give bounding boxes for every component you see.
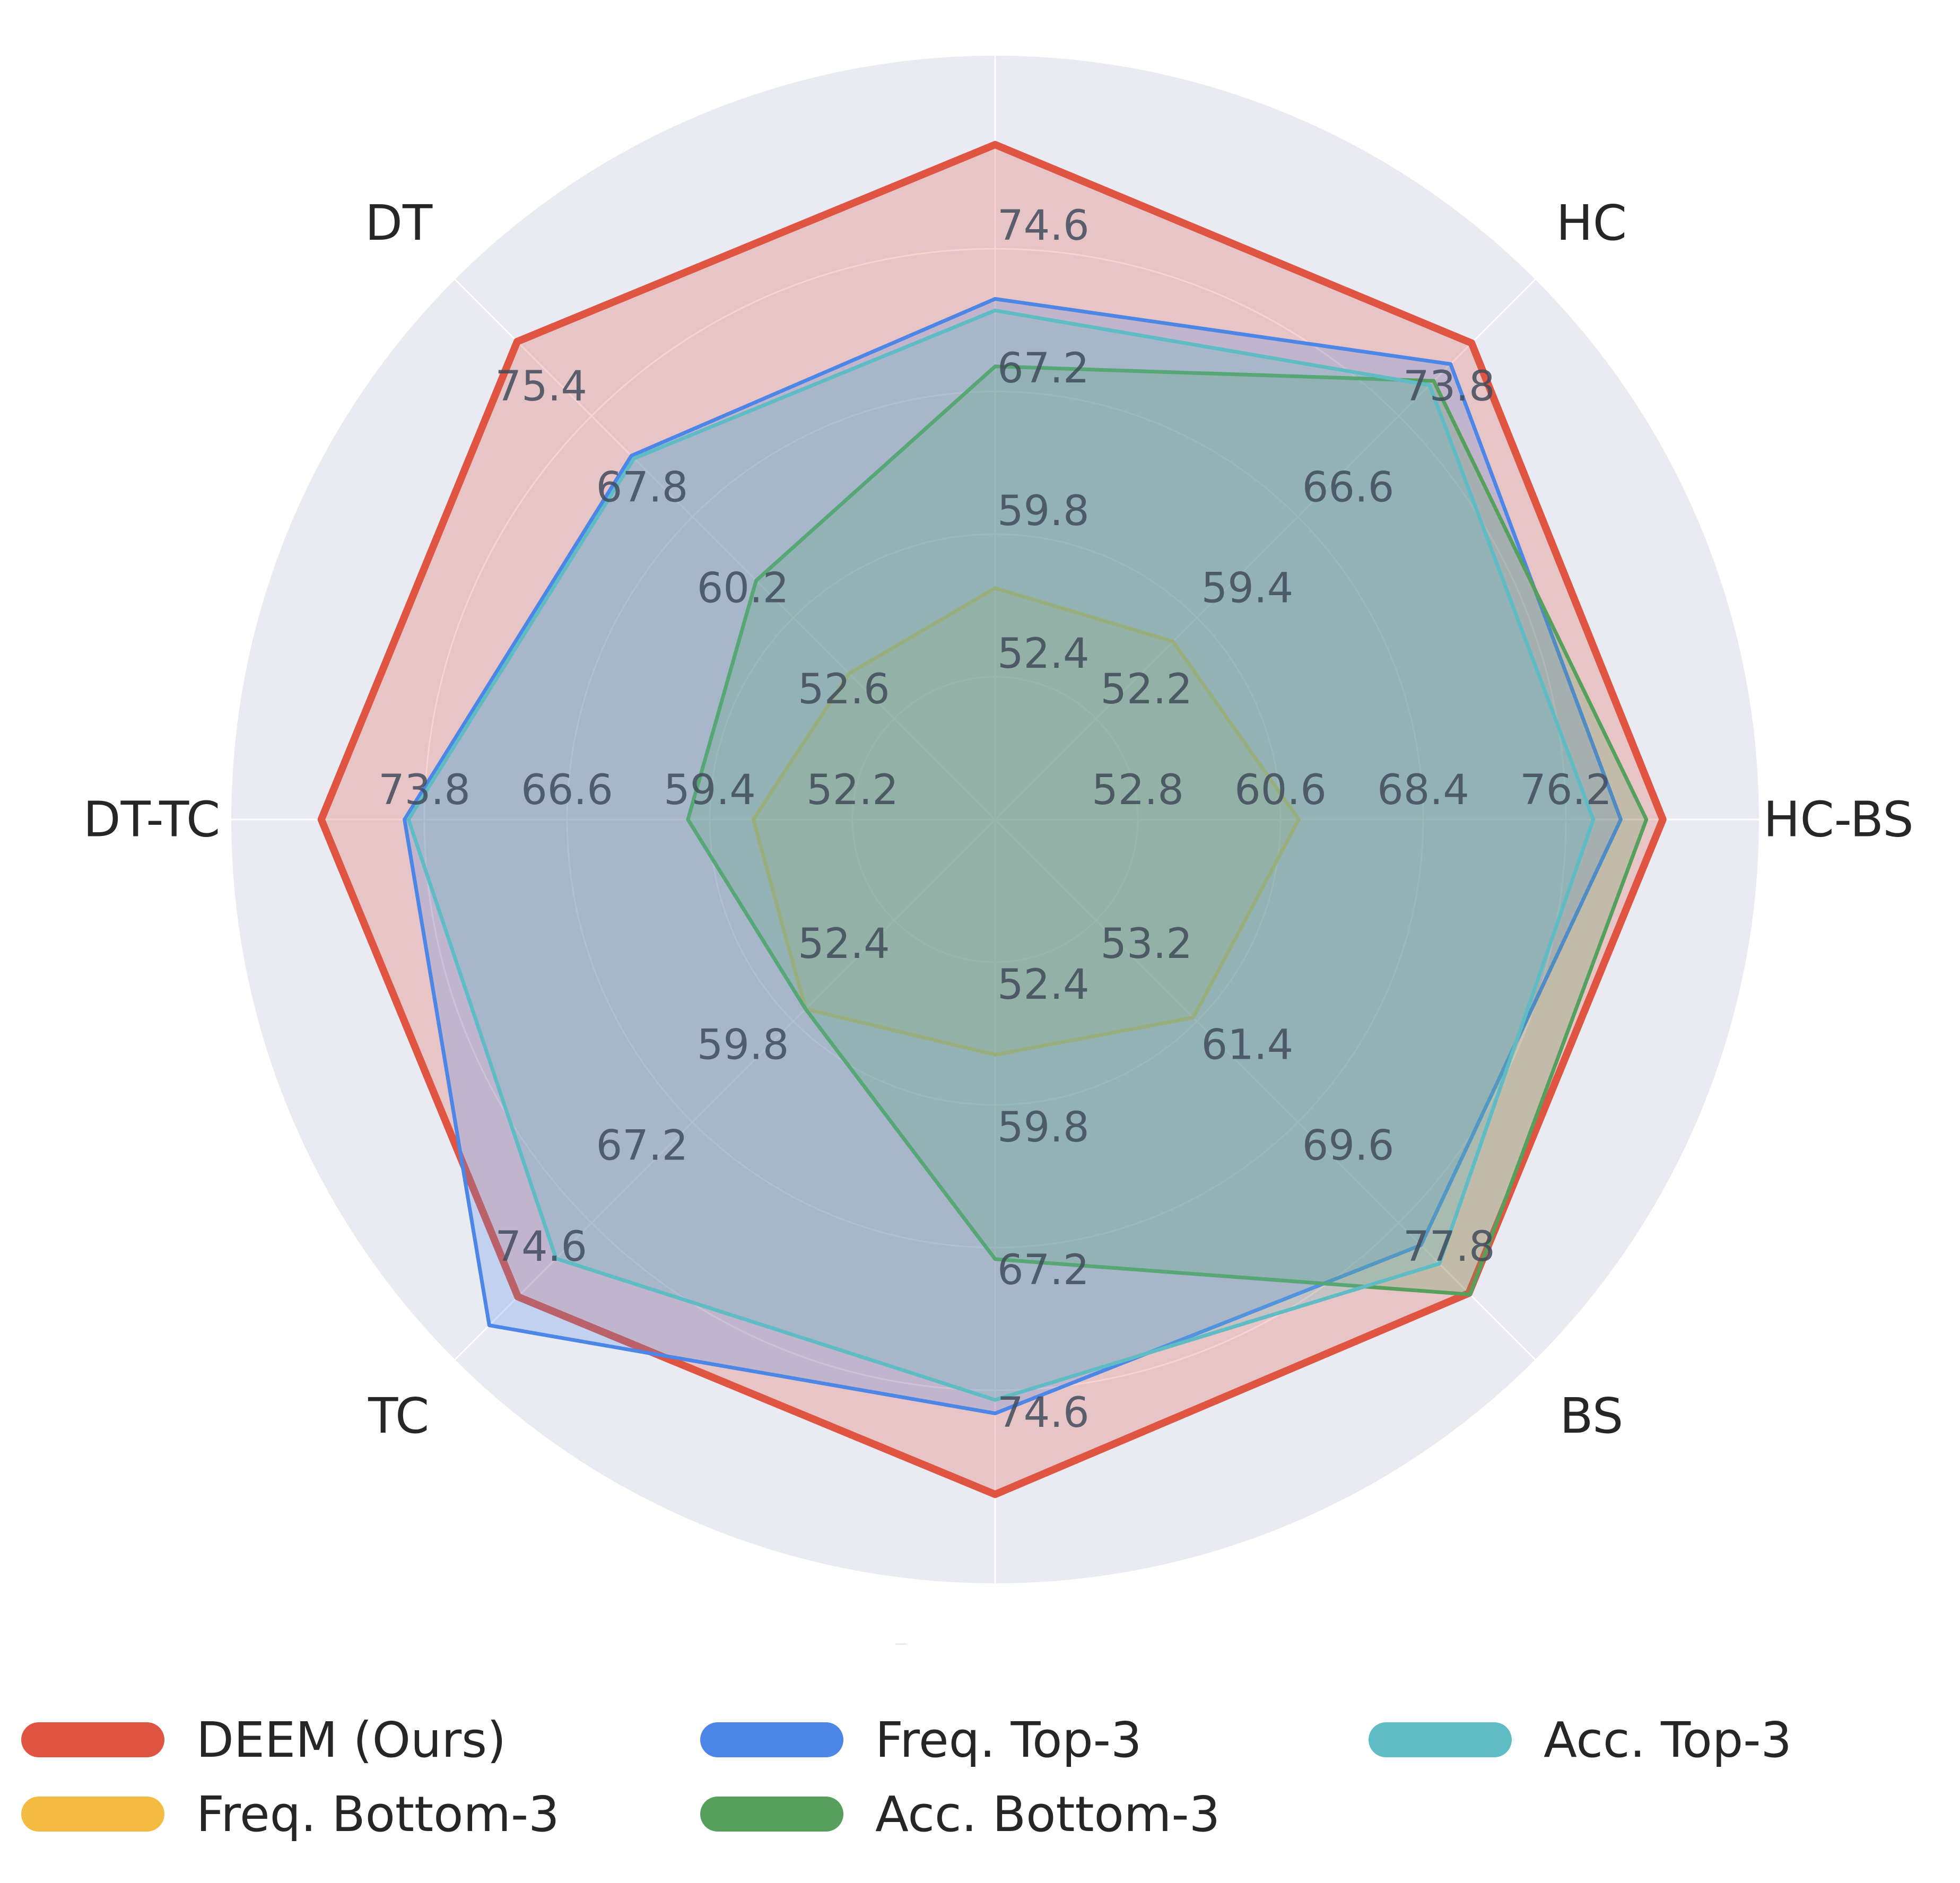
tick-label-hc: 52.2 xyxy=(1100,666,1192,713)
legend: DEEM (Ours) Freq. Top-3 Acc. Top-3 Freq. Bo… xyxy=(21,1703,1931,1862)
tick-label-hc-bs: 76.2 xyxy=(1520,766,1612,814)
tick-label-average: 74.6 xyxy=(997,1389,1090,1437)
tick-label-dt-hc: 67.2 xyxy=(997,345,1090,393)
point-acc-top-3-dt xyxy=(633,458,634,459)
tick-labels: 52.4 59.8 67.2 74.6 52.2 59.4 66.6 73.8 52.8 60.6… xyxy=(378,202,1612,1437)
tick-label-tc: 74.6 xyxy=(495,1223,587,1271)
tick-label-dt: 60.2 xyxy=(697,565,789,613)
point-deem-ours-hc-bs xyxy=(1662,819,1663,820)
legend-item-acc-bottom-3: Acc. Bottom-3 xyxy=(700,1777,1369,1851)
point-deem-ours-dt-tc xyxy=(321,819,322,820)
series-acc-bottom-3 xyxy=(686,364,1649,1296)
tick-label-dt-tc: 52.2 xyxy=(806,766,899,814)
series-acc-top-3 xyxy=(406,308,1596,1402)
axis-label-tc: TC xyxy=(368,1388,429,1444)
legend-label: Freq. Top-3 xyxy=(875,1711,1142,1768)
tick-label-hc: 66.6 xyxy=(1302,464,1395,511)
tick-label-bs: 77.8 xyxy=(1403,1223,1495,1271)
tick-label-bs: 69.6 xyxy=(1302,1122,1395,1170)
tick-label-dt: 75.4 xyxy=(495,363,587,411)
legend-label: Acc. Top-3 xyxy=(1544,1711,1792,1768)
tick-label-hc-bs: 60.6 xyxy=(1234,766,1327,814)
grid-spoke xyxy=(994,278,1536,821)
grid-spoke xyxy=(454,278,996,821)
tick-label-dt-hc: 52.4 xyxy=(997,630,1090,678)
tick-label-average: 52.4 xyxy=(997,961,1090,1009)
tick-label-dt: 67.8 xyxy=(596,464,689,511)
legend-label: Acc. Bottom-3 xyxy=(875,1785,1221,1843)
series-layer xyxy=(317,141,1667,1498)
axis-label-dt-hc: DT-HC xyxy=(919,0,1070,5)
legend-swatch xyxy=(700,1797,843,1832)
point-freq-top-3-dt-hc xyxy=(995,299,996,300)
tick-label-bs: 61.4 xyxy=(1201,1021,1294,1069)
point-freq-top-3-tc xyxy=(489,1325,490,1326)
tick-label-dt-tc: 59.4 xyxy=(664,766,756,814)
tick-label-hc-bs: 68.4 xyxy=(1377,766,1469,814)
tick-label-dt-hc: 74.6 xyxy=(997,202,1090,250)
tick-label-dt: 52.6 xyxy=(798,666,890,713)
legend-item-deem-ours: DEEM (Ours) xyxy=(21,1703,700,1777)
point-deem-ours-dt-hc xyxy=(995,144,996,145)
grid-spoke xyxy=(454,818,996,1361)
tick-label-tc: 59.8 xyxy=(697,1021,789,1069)
legend-label: DEEM (Ours) xyxy=(196,1711,506,1768)
tick-label-hc: 59.4 xyxy=(1201,565,1294,613)
point-acc-top-3-average xyxy=(995,1399,996,1400)
tick-label-dt-tc: 66.6 xyxy=(521,766,613,814)
point-freq-top-3-dt xyxy=(631,455,632,456)
grid-spoke xyxy=(994,818,1536,1361)
legend-item-freq-bottom-3: Freq. Bottom-3 xyxy=(21,1777,700,1851)
axis-labels: DT-HC HC HC-BS BS Average TC DT-TC DT xyxy=(83,0,1914,1644)
legend-swatch xyxy=(700,1722,843,1757)
tick-label-dt-hc: 59.8 xyxy=(997,487,1090,535)
axis-label-hc: HC xyxy=(1556,195,1627,251)
tick-label-bs: 53.2 xyxy=(1100,920,1192,968)
tick-label-dt-tc: 73.8 xyxy=(378,766,471,814)
legend-swatch xyxy=(21,1797,164,1832)
point-acc-top-3-dt-hc xyxy=(995,310,996,311)
axis-label-dt: DT xyxy=(365,195,433,251)
grid-layer xyxy=(231,56,1759,1583)
axis-label-average: Average xyxy=(882,1635,1108,1645)
radar-chart: 52.4 59.8 67.2 74.6 52.2 59.4 66.6 73.8 52.8 60.6… xyxy=(83,0,1914,1644)
point-deem-ours-average xyxy=(995,1494,996,1495)
point-acc-bottom-3-bs xyxy=(1469,1294,1470,1295)
legend-swatch xyxy=(21,1722,164,1757)
legend-label: Freq. Bottom-3 xyxy=(196,1785,560,1843)
axis-label-hc-bs: HC-BS xyxy=(1763,791,1913,848)
point-freq-top-3-dt-tc xyxy=(404,819,405,820)
tick-label-hc: 73.8 xyxy=(1403,363,1495,411)
tick-label-tc: 52.4 xyxy=(798,920,890,968)
legend-item-freq-top-3: Freq. Top-3 xyxy=(700,1703,1369,1777)
point-acc-bottom-3-hc-bs xyxy=(1646,819,1647,820)
tick-label-average: 67.2 xyxy=(997,1246,1090,1294)
point-freq-top-3-average xyxy=(995,1413,996,1414)
legend-swatch xyxy=(1369,1722,1512,1757)
series-freq-top-3 xyxy=(403,297,1623,1416)
legend-item-acc-top-3: Acc. Top-3 xyxy=(1369,1703,1899,1777)
tick-label-average: 59.8 xyxy=(997,1104,1090,1152)
point-deem-ours-hc xyxy=(1471,343,1472,344)
point-deem-ours-dt xyxy=(517,341,518,342)
axis-label-dt-tc: DT-TC xyxy=(83,791,220,848)
axis-label-bs: BS xyxy=(1560,1388,1623,1444)
series-freq-bottom-3 xyxy=(751,586,1301,1057)
point-acc-top-3-hc-bs xyxy=(1593,819,1594,820)
series-deem-ours xyxy=(317,141,1667,1498)
tick-label-tc: 67.2 xyxy=(596,1122,689,1170)
tick-label-hc-bs: 52.8 xyxy=(1092,766,1184,814)
point-acc-top-3-dt-tc xyxy=(408,819,409,820)
